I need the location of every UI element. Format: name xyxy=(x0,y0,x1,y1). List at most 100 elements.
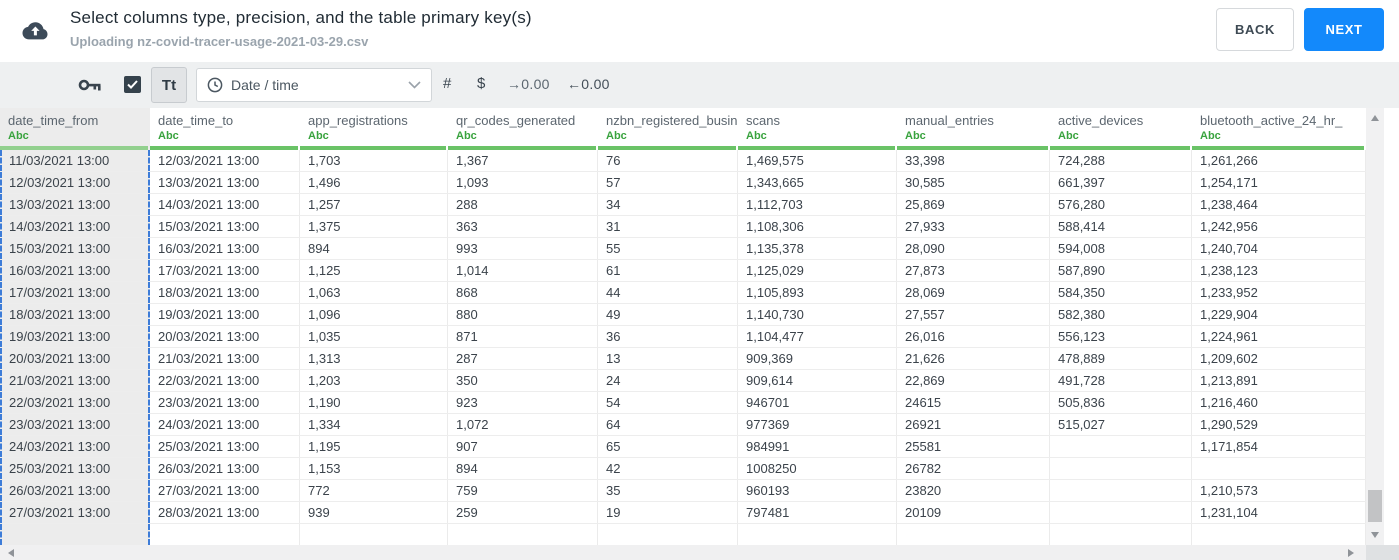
table-cell[interactable]: 65 xyxy=(598,436,738,457)
table-cell[interactable]: 556,123 xyxy=(1050,326,1192,347)
table-cell[interactable]: 27/03/2021 13:00 xyxy=(150,480,300,501)
text-type-button[interactable]: Tt xyxy=(151,67,187,103)
table-cell[interactable]: 27,933 xyxy=(897,216,1050,237)
table-cell[interactable] xyxy=(598,524,738,545)
column-header-nzbn_registered_busine[interactable]: nzbn_registered_busine Abc xyxy=(598,108,738,150)
table-cell[interactable]: 27/03/2021 13:00 xyxy=(0,502,150,523)
table-cell[interactable]: 1,063 xyxy=(300,282,448,303)
table-cell[interactable]: 49 xyxy=(598,304,738,325)
column-header-bluetooth_active_24_hr_[interactable]: bluetooth_active_24_hr_ Abc xyxy=(1192,108,1366,150)
table-cell[interactable]: 894 xyxy=(448,458,598,479)
table-cell[interactable] xyxy=(1192,458,1366,479)
table-cell[interactable] xyxy=(1050,458,1192,479)
column-type-dropdown[interactable]: Date / time xyxy=(196,68,432,102)
table-cell[interactable]: 993 xyxy=(448,238,598,259)
table-cell[interactable]: 54 xyxy=(598,392,738,413)
table-cell[interactable]: 1,108,306 xyxy=(738,216,897,237)
table-cell[interactable]: 22/03/2021 13:00 xyxy=(150,370,300,391)
table-cell[interactable]: 42 xyxy=(598,458,738,479)
table-cell[interactable]: 23/03/2021 13:00 xyxy=(150,392,300,413)
table-cell[interactable]: 30,585 xyxy=(897,172,1050,193)
table-cell[interactable]: 55 xyxy=(598,238,738,259)
table-cell[interactable]: 1,072 xyxy=(448,414,598,435)
table-cell[interactable]: 20109 xyxy=(897,502,1050,523)
table-cell[interactable]: 18/03/2021 13:00 xyxy=(150,282,300,303)
table-cell[interactable]: 24615 xyxy=(897,392,1050,413)
currency-type-button[interactable]: $ xyxy=(477,75,486,92)
table-cell[interactable]: 1,035 xyxy=(300,326,448,347)
table-cell[interactable]: 1,343,665 xyxy=(738,172,897,193)
table-cell[interactable]: 1,233,952 xyxy=(1192,282,1366,303)
column-header-qr_codes_generated[interactable]: qr_codes_generated Abc xyxy=(448,108,598,150)
table-cell[interactable]: 13 xyxy=(598,348,738,369)
table-cell[interactable]: 21/03/2021 13:00 xyxy=(0,370,150,391)
table-cell[interactable]: 1,257 xyxy=(300,194,448,215)
table-cell[interactable]: 588,414 xyxy=(1050,216,1192,237)
vertical-scrollbar[interactable] xyxy=(1366,108,1384,545)
table-cell[interactable]: 13/03/2021 13:00 xyxy=(150,172,300,193)
table-cell[interactable]: 36 xyxy=(598,326,738,347)
table-cell[interactable]: 505,836 xyxy=(1050,392,1192,413)
table-cell[interactable]: 26/03/2021 13:00 xyxy=(0,480,150,501)
table-cell[interactable]: 27,557 xyxy=(897,304,1050,325)
scroll-down-icon[interactable] xyxy=(1371,532,1379,538)
table-cell[interactable] xyxy=(1050,480,1192,501)
table-cell[interactable] xyxy=(448,524,598,545)
column-header-active_devices[interactable]: active_devices Abc xyxy=(1050,108,1192,150)
table-cell[interactable]: 19 xyxy=(598,502,738,523)
table-cell[interactable]: 772 xyxy=(300,480,448,501)
table-cell[interactable]: 1,313 xyxy=(300,348,448,369)
table-cell[interactable]: 587,890 xyxy=(1050,260,1192,281)
table-cell[interactable]: 1,224,961 xyxy=(1192,326,1366,347)
table-cell[interactable]: 23/03/2021 13:00 xyxy=(0,414,150,435)
table-cell[interactable]: 1,229,904 xyxy=(1192,304,1366,325)
table-cell[interactable]: 20/03/2021 13:00 xyxy=(0,348,150,369)
table-cell[interactable]: 1,096 xyxy=(300,304,448,325)
table-cell[interactable]: 363 xyxy=(448,216,598,237)
table-cell[interactable]: 57 xyxy=(598,172,738,193)
table-cell[interactable]: 1,240,704 xyxy=(1192,238,1366,259)
table-cell[interactable]: 1,209,602 xyxy=(1192,348,1366,369)
table-cell[interactable]: 12/03/2021 13:00 xyxy=(0,172,150,193)
table-cell[interactable]: 11/03/2021 13:00 xyxy=(0,150,150,171)
table-cell[interactable]: 287 xyxy=(448,348,598,369)
table-cell[interactable]: 22,869 xyxy=(897,370,1050,391)
table-cell[interactable]: 14/03/2021 13:00 xyxy=(0,216,150,237)
table-cell[interactable]: 25/03/2021 13:00 xyxy=(150,436,300,457)
precision-increase-button[interactable]: →0.00 xyxy=(507,76,550,92)
table-cell[interactable]: 17/03/2021 13:00 xyxy=(0,282,150,303)
table-cell[interactable]: 28,069 xyxy=(897,282,1050,303)
scroll-right-icon[interactable] xyxy=(1348,549,1354,557)
table-cell[interactable]: 26921 xyxy=(897,414,1050,435)
table-cell[interactable]: 16/03/2021 13:00 xyxy=(0,260,150,281)
column-enabled-checkbox[interactable] xyxy=(124,76,141,93)
back-button[interactable]: BACK xyxy=(1216,8,1294,51)
table-cell[interactable]: 661,397 xyxy=(1050,172,1192,193)
table-cell[interactable]: 1,105,893 xyxy=(738,282,897,303)
table-cell[interactable]: 1,112,703 xyxy=(738,194,897,215)
table-cell[interactable]: 1,375 xyxy=(300,216,448,237)
table-cell[interactable]: 491,728 xyxy=(1050,370,1192,391)
table-cell[interactable]: 880 xyxy=(448,304,598,325)
table-cell[interactable]: 18/03/2021 13:00 xyxy=(0,304,150,325)
table-cell[interactable]: 1,367 xyxy=(448,150,598,171)
table-cell[interactable]: 515,027 xyxy=(1050,414,1192,435)
numeric-type-button[interactable]: # xyxy=(443,75,452,92)
table-cell[interactable]: 1,014 xyxy=(448,260,598,281)
table-cell[interactable] xyxy=(150,524,300,545)
table-cell[interactable]: 1,140,730 xyxy=(738,304,897,325)
table-cell[interactable]: 21,626 xyxy=(897,348,1050,369)
table-cell[interactable]: 64 xyxy=(598,414,738,435)
precision-decrease-button[interactable]: ←0.00 xyxy=(567,76,610,92)
table-cell[interactable]: 1,231,104 xyxy=(1192,502,1366,523)
table-cell[interactable]: 1,104,477 xyxy=(738,326,897,347)
table-cell[interactable]: 19/03/2021 13:00 xyxy=(0,326,150,347)
table-cell[interactable]: 16/03/2021 13:00 xyxy=(150,238,300,259)
table-cell[interactable]: 259 xyxy=(448,502,598,523)
table-cell[interactable]: 34 xyxy=(598,194,738,215)
vertical-scrollbar-thumb[interactable] xyxy=(1368,490,1382,522)
table-cell[interactable]: 1,190 xyxy=(300,392,448,413)
table-cell[interactable] xyxy=(1192,524,1366,545)
table-cell[interactable] xyxy=(897,524,1050,545)
table-cell[interactable]: 1,216,460 xyxy=(1192,392,1366,413)
